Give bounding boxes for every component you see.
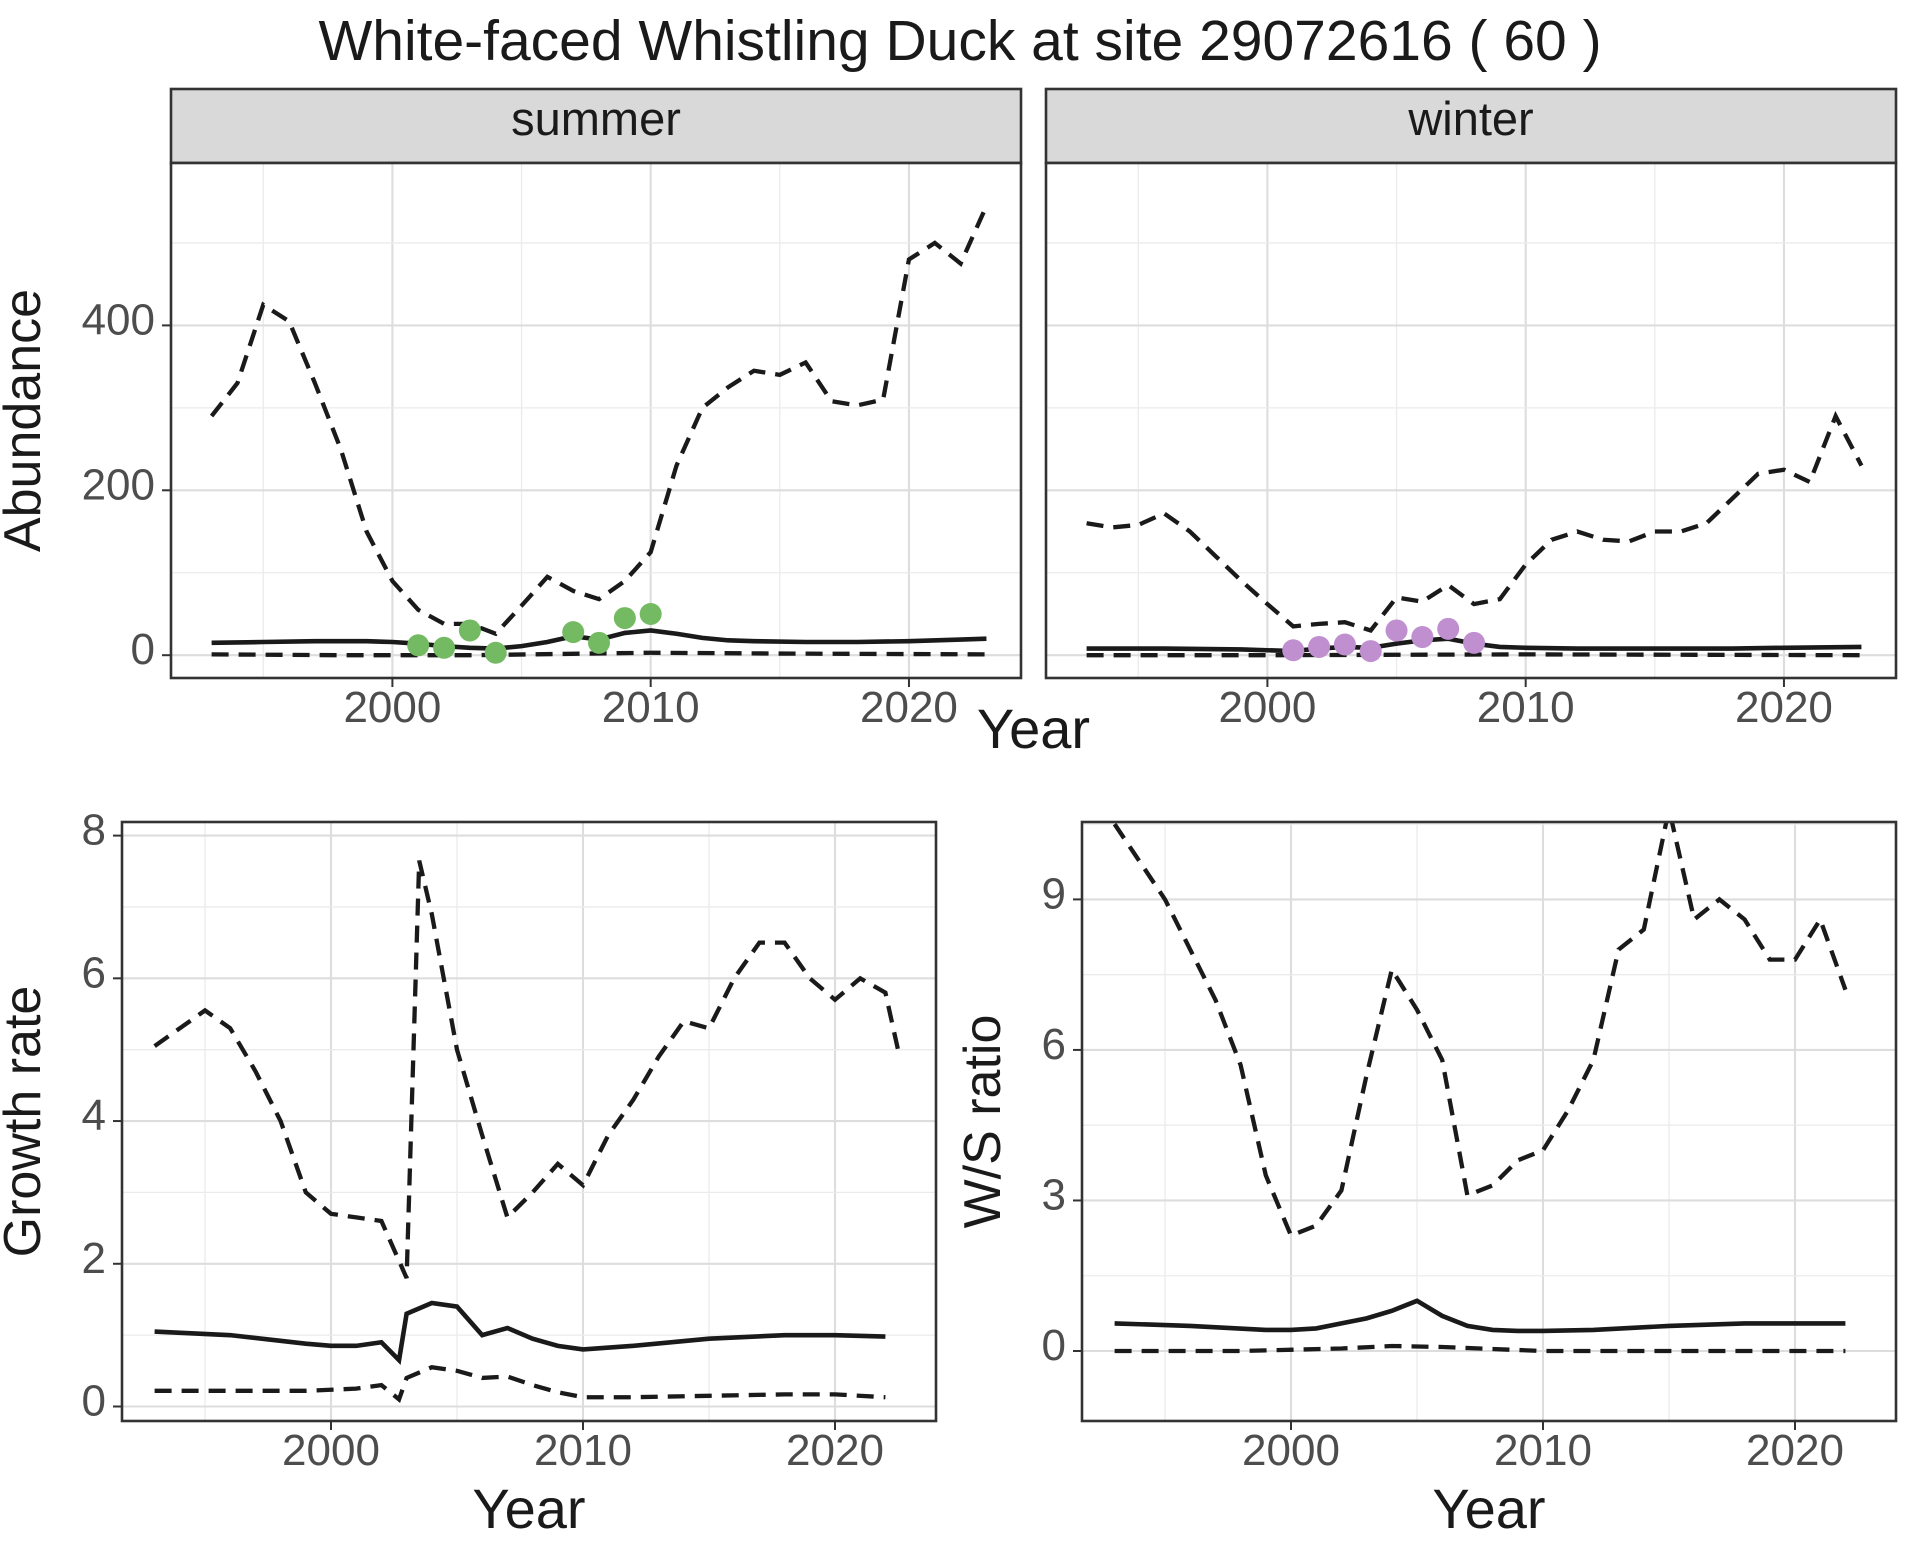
svg-text:Year: Year: [977, 697, 1090, 760]
svg-text:200: 200: [82, 460, 155, 509]
svg-text:2010: 2010: [602, 683, 700, 732]
svg-text:0: 0: [1042, 1321, 1066, 1370]
svg-text:Growth rate: Growth rate: [0, 986, 52, 1258]
svg-text:2010: 2010: [534, 1426, 632, 1475]
svg-text:2000: 2000: [343, 683, 441, 732]
svg-text:Abundance: Abundance: [0, 289, 52, 552]
svg-text:6: 6: [82, 948, 106, 997]
svg-text:2020: 2020: [1735, 683, 1833, 732]
svg-text:4: 4: [82, 1091, 106, 1140]
svg-text:summer: summer: [511, 92, 681, 145]
svg-text:2000: 2000: [1242, 1426, 1340, 1475]
svg-text:6: 6: [1042, 1020, 1066, 1069]
svg-text:2010: 2010: [1477, 683, 1575, 732]
svg-text:2000: 2000: [282, 1426, 380, 1475]
svg-text:2020: 2020: [786, 1426, 884, 1475]
svg-text:2: 2: [82, 1234, 106, 1283]
svg-text:8: 8: [82, 806, 106, 855]
svg-text:2010: 2010: [1494, 1426, 1592, 1475]
svg-text:0: 0: [82, 1377, 106, 1426]
svg-text:2000: 2000: [1218, 683, 1316, 732]
svg-text:Year: Year: [472, 1477, 585, 1540]
svg-text:White-faced Whistling Duck at: White-faced Whistling Duck at site 29072…: [318, 9, 1601, 73]
svg-text:W/S ratio: W/S ratio: [954, 1015, 1012, 1229]
svg-text:9: 9: [1042, 869, 1066, 918]
svg-text:2020: 2020: [1746, 1426, 1844, 1475]
svg-text:Year: Year: [1432, 1477, 1545, 1540]
svg-text:winter: winter: [1407, 92, 1533, 145]
svg-text:400: 400: [82, 295, 155, 344]
svg-text:3: 3: [1042, 1170, 1066, 1219]
svg-text:2020: 2020: [860, 683, 958, 732]
svg-text:0: 0: [131, 625, 155, 674]
